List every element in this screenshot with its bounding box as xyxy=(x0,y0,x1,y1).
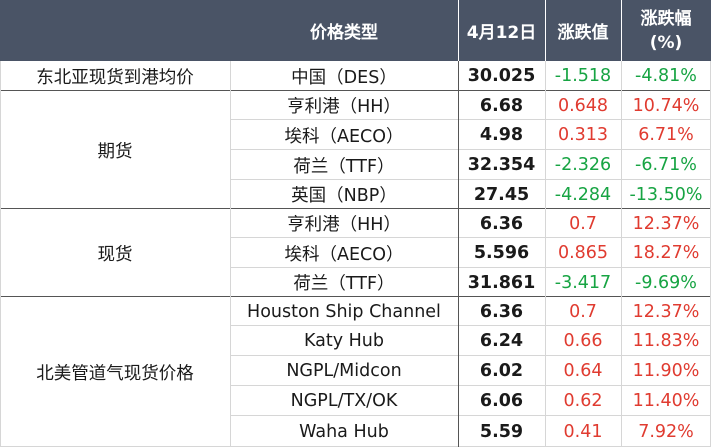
cell-name: 中国（DES） xyxy=(291,67,397,88)
cell-change: -2.326 xyxy=(554,155,612,175)
table-header xyxy=(0,0,711,61)
cell-name: 亨利港（HH） xyxy=(287,215,401,235)
group-label-spot: 现货 xyxy=(97,244,133,265)
group-label-north-america: 北美管道气现货价格 xyxy=(36,363,194,384)
grid-line xyxy=(458,61,459,447)
cell-pct: -4.81% xyxy=(635,66,697,86)
cell-pct: -6.71% xyxy=(635,155,697,175)
cell-name: Houston Ship Channel xyxy=(247,301,441,322)
cell-pct: 12.37% xyxy=(632,213,700,234)
header-date: 4月12日 xyxy=(466,23,537,43)
header-change-pct: 涨跌幅 (%) xyxy=(621,0,711,61)
grid-line xyxy=(230,267,711,268)
cell-value: 5.59 xyxy=(479,421,524,442)
group-label-futures: 期货 xyxy=(97,141,133,162)
header-divider xyxy=(545,0,546,61)
grid-line xyxy=(230,61,231,447)
grid-line xyxy=(230,179,711,180)
cell-value: 30.025 xyxy=(467,66,536,86)
header-change-pct-line2: (%) xyxy=(649,32,683,53)
cell-change: -1.518 xyxy=(554,66,612,86)
cell-pct: -13.50% xyxy=(629,184,703,205)
grid-line xyxy=(230,149,711,150)
grid-line xyxy=(230,415,711,416)
grid-line xyxy=(0,208,711,209)
cell-pct: 11.90% xyxy=(632,361,700,381)
cell-change: 0.41 xyxy=(563,421,603,442)
grid-line xyxy=(545,61,546,447)
grid-line xyxy=(230,325,711,326)
cell-value: 5.596 xyxy=(473,243,530,263)
cell-pct: 10.74% xyxy=(632,95,700,116)
cell-change: 0.865 xyxy=(557,243,609,263)
cell-value: 6.36 xyxy=(479,301,524,322)
cell-value: 6.02 xyxy=(479,361,524,381)
cell-pct: 11.40% xyxy=(632,391,700,411)
cell-value: 6.36 xyxy=(479,213,524,234)
group-label-northeast-asia: 东北亚现货到港均价 xyxy=(36,67,194,88)
cell-value: 6.68 xyxy=(479,95,524,116)
grid-line xyxy=(230,385,711,386)
cell-change: 0.7 xyxy=(569,301,597,322)
cell-pct: 6.71% xyxy=(638,125,694,145)
grid-line xyxy=(0,61,1,447)
cell-value: 31.861 xyxy=(467,272,536,293)
cell-change: 0.648 xyxy=(557,95,609,116)
cell-value: 27.45 xyxy=(473,184,530,205)
cell-pct: 12.37% xyxy=(632,301,700,322)
cell-name: 荷兰（TTF） xyxy=(293,274,395,294)
header-change-pct-line1: 涨跌幅 xyxy=(640,8,692,29)
grid-line xyxy=(621,61,622,447)
cell-change: 0.7 xyxy=(569,213,597,234)
grid-line xyxy=(230,355,711,356)
cell-change: 0.62 xyxy=(563,391,603,411)
cell-name: 亨利港（HH） xyxy=(287,97,401,117)
header-divider xyxy=(621,0,622,61)
cell-pct: 11.83% xyxy=(632,331,700,351)
cell-name: Waha Hub xyxy=(299,421,389,442)
cell-change: -3.417 xyxy=(554,272,612,293)
grid-line xyxy=(0,296,711,297)
cell-pct: 7.92% xyxy=(638,421,694,442)
cell-name: NGPL/TX/OK xyxy=(290,391,398,411)
cell-change: 0.66 xyxy=(563,331,603,351)
cell-value: 4.98 xyxy=(479,125,524,145)
cell-change: 0.313 xyxy=(557,125,609,145)
cell-value: 6.06 xyxy=(479,391,524,411)
cell-value: 32.354 xyxy=(467,155,536,175)
cell-name: 埃科（AECO） xyxy=(284,244,404,265)
cell-pct: -9.69% xyxy=(635,272,697,293)
cell-change: 0.64 xyxy=(563,361,603,381)
cell-name: 埃科（AECO） xyxy=(284,126,404,147)
header-divider xyxy=(458,0,459,61)
grid-line xyxy=(230,237,711,238)
cell-name: 英国（NBP） xyxy=(291,186,397,206)
grid-line xyxy=(0,90,711,91)
header-price-type: 价格类型 xyxy=(310,23,378,43)
cell-name: Katy Hub xyxy=(303,331,385,351)
cell-value: 6.24 xyxy=(479,331,524,351)
grid-line xyxy=(230,119,711,120)
cell-change: -4.284 xyxy=(554,184,612,205)
header-change: 涨跌值 xyxy=(557,23,609,43)
cell-name: NGPL/Midcon xyxy=(286,361,402,381)
cell-name: 荷兰（TTF） xyxy=(293,156,395,177)
cell-pct: 18.27% xyxy=(632,243,700,263)
